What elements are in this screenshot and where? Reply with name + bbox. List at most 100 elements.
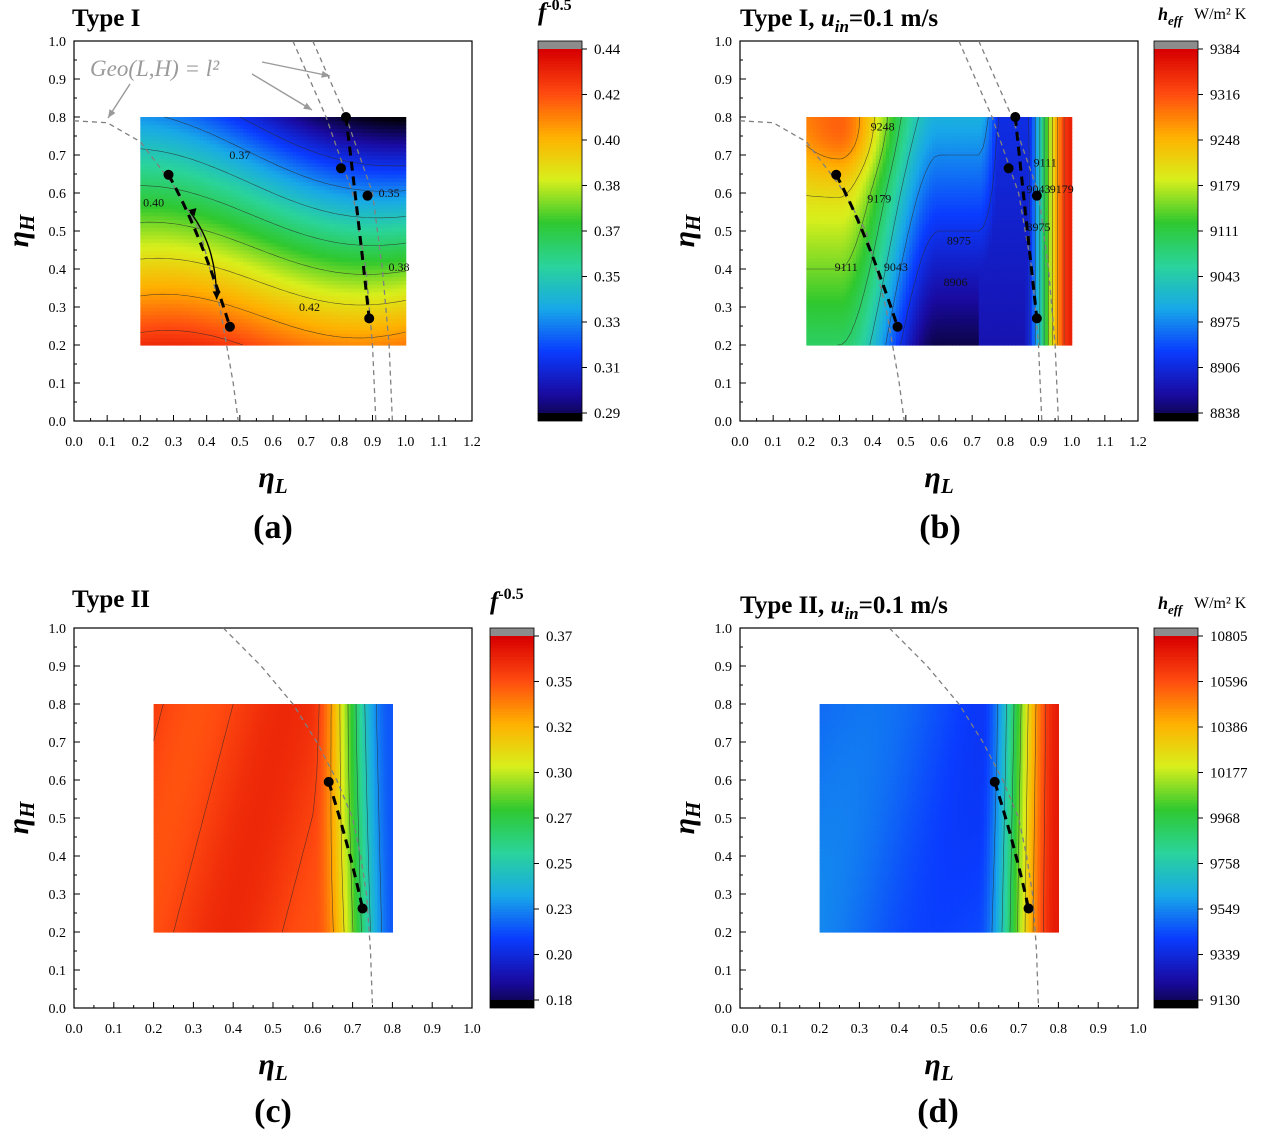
heatmap-cell [183,143,188,148]
heatmap-cell [233,326,238,331]
heatmap-cell [150,128,155,133]
heatmap-cell [180,189,185,194]
heatmap-cell [180,303,185,308]
heatmap-cell [200,257,204,262]
heatmap-cell [176,174,181,179]
heatmap-cell [163,299,168,304]
heatmap-cell [223,143,228,148]
heatmap-cell [140,139,145,145]
heatmap-cell [223,219,228,224]
heatmap-cell [203,204,208,209]
heatmap-cell [170,147,175,152]
heatmap-cell [209,234,214,240]
y-tick-label: 0.5 [49,225,67,240]
heatmap-cell [176,208,181,213]
heatmap-cell [180,307,185,312]
heatmap-cell [143,151,148,156]
heatmap-cell [209,189,214,194]
heatmap-cell [219,322,224,327]
heatmap-cell [143,303,148,308]
contour-label: 0.35 [379,186,400,200]
heatmap-cell [229,151,234,156]
heatmap-cell [163,288,168,293]
heatmap-cell [219,337,224,342]
heatmap-cell [150,265,155,270]
heatmap-cell [153,257,158,262]
heatmap-cell [166,337,171,342]
heatmap-cell [196,337,201,342]
heatmap-cell [193,341,198,346]
heatmap-cell [402,212,407,217]
heatmap-cell [402,291,407,297]
heatmap-cell [140,219,145,224]
heatmap-cell [153,200,158,205]
heatmap-cell [183,170,188,175]
heatmap-cell [160,314,165,319]
heatmap-cell [180,284,185,289]
heatmap-cell [206,162,211,167]
heatmap-cell [156,181,161,186]
heatmap-cell [236,303,241,308]
heatmap-cell [200,234,204,240]
heatmap-cell [190,174,194,179]
heatmap-cell [229,261,234,266]
heatmap-cell [163,166,168,171]
heatmap-cell [143,265,148,270]
heatmap-cell [233,322,238,327]
heatmap-cell [146,310,151,316]
heatmap-cell [203,117,208,122]
heatmap-cell [206,231,211,236]
heatmap-cell [223,246,228,251]
heatmap-cell [183,291,188,297]
heatmap-cell [140,234,145,240]
heatmap-cell [233,193,238,198]
heatmap-cell [216,238,221,243]
heatmap-cell [140,151,145,156]
heatmap-cell [402,117,407,122]
heatmap-cell [146,299,151,304]
heatmap-cell [176,303,181,308]
heatmap-cell [233,212,238,217]
heatmap-cell [176,307,181,312]
heatmap-cell [229,147,234,152]
heatmap-cell [229,166,234,171]
heatmap-cell [219,124,224,129]
heatmap-cell [196,272,201,278]
heatmap-cell [176,231,181,236]
heatmap-cell [140,193,145,198]
heatmap-cell [163,231,168,236]
heatmap-cell [206,341,211,346]
heatmap-cell [160,147,165,152]
heatmap-cell [156,132,161,137]
heatmap-cell [200,147,204,152]
heatmap-cell [180,196,185,202]
heatmap-cell [193,174,198,179]
heatmap-cell [176,246,181,251]
heatmap-cell [166,253,171,259]
heatmap-cell [160,246,165,251]
heatmap-cell [196,139,201,145]
heatmap-cell [196,166,201,171]
heatmap-cell [143,196,148,202]
heatmap-cell [233,261,238,266]
heatmap-cell [229,337,234,342]
heatmap-cell [402,177,407,183]
heatmap-cell [216,227,221,232]
heatmap-cell [170,269,175,274]
heatmap-cell [143,337,148,342]
heatmap-cell [173,158,178,164]
heatmap-cell [146,200,151,205]
heatmap-cell [163,329,168,335]
heatmap-cell [219,261,224,266]
heatmap-cell [209,326,214,331]
heatmap-cell [163,219,168,224]
heatmap-cell [160,204,165,209]
heatmap-cell [140,196,145,202]
heatmap-cell [226,307,231,312]
heatmap-cell [200,223,204,228]
heatmap-cell [206,212,211,217]
heatmap-cell [226,227,231,232]
heatmap-cell [190,310,194,316]
heatmap-cell [143,318,148,323]
panel-title: Type I [72,5,140,32]
